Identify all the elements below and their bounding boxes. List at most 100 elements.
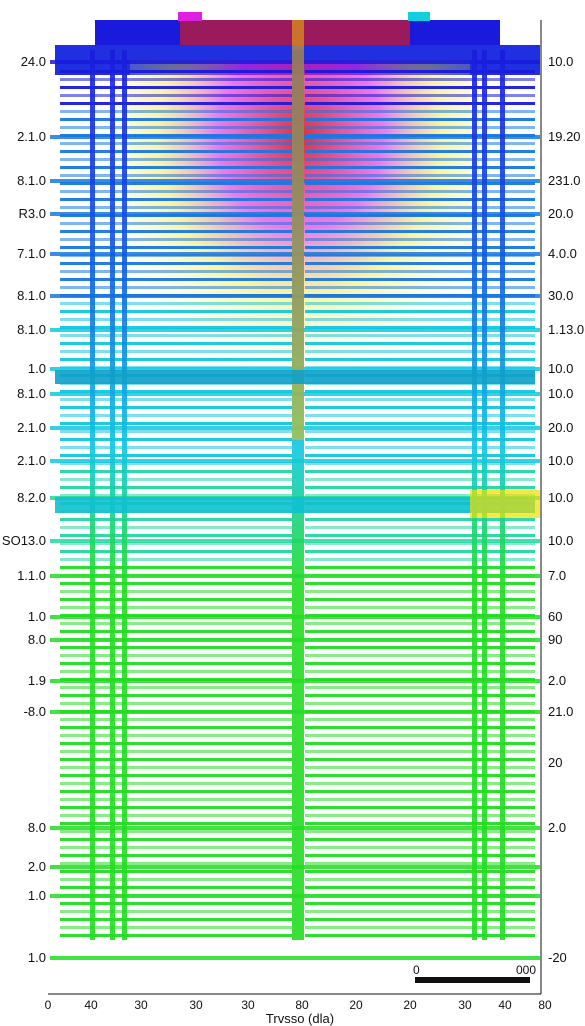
- left-label: 1.0: [27, 888, 46, 903]
- horizontal-member: [305, 262, 535, 265]
- horizontal-member: [305, 166, 535, 169]
- horizontal-member: [305, 886, 535, 889]
- row-stub: [50, 956, 540, 960]
- left-label: 1.0: [27, 609, 46, 624]
- right-label: 10.0: [548, 386, 574, 401]
- left-label: 8.2.0: [17, 490, 46, 505]
- horizontal-member: [305, 518, 535, 521]
- x-axis-title: Trvsso (dla): [265, 1011, 335, 1026]
- horizontal-member: [60, 478, 292, 481]
- left-label: 1.9: [27, 673, 46, 688]
- horizontal-member: [305, 462, 535, 465]
- horizontal-member: [60, 94, 292, 97]
- right-label: 10.0: [548, 533, 574, 548]
- horizontal-member: [60, 110, 292, 113]
- horizontal-member: [60, 606, 292, 609]
- horizontal-member: [305, 494, 535, 497]
- horizontal-member: [305, 454, 535, 457]
- right-label: 30.0: [548, 288, 574, 303]
- horizontal-member: [60, 318, 292, 321]
- horizontal-member: [60, 222, 292, 225]
- left-label: 2.1.0: [17, 129, 46, 144]
- horizontal-member: [60, 334, 292, 337]
- left-label: SO13.0: [1, 533, 46, 548]
- horizontal-member: [305, 662, 535, 665]
- horizontal-member: [305, 646, 535, 649]
- horizontal-member: [60, 182, 292, 185]
- horizontal-member: [305, 742, 535, 745]
- left-label: 2.1.0: [17, 420, 46, 435]
- horizontal-member: [60, 358, 292, 361]
- horizontal-member: [60, 158, 292, 161]
- horizontal-member: [305, 110, 535, 113]
- right-label: 20: [548, 755, 563, 770]
- horizontal-member: [305, 918, 535, 921]
- horizontal-member: [305, 670, 535, 673]
- horizontal-member: [305, 278, 535, 281]
- horizontal-member: [60, 886, 292, 889]
- horizontal-member: [305, 270, 535, 273]
- horizontal-member: [60, 462, 292, 465]
- horizontal-member: [305, 390, 535, 393]
- horizontal-member: [305, 198, 535, 201]
- right-label: 90: [548, 632, 563, 647]
- beam-mid-2: [55, 497, 535, 513]
- horizontal-member: [60, 390, 292, 393]
- horizontal-member: [60, 262, 292, 265]
- horizontal-member: [60, 406, 292, 409]
- horizontal-member: [305, 830, 535, 833]
- right-label: 10.0: [548, 361, 574, 376]
- horizontal-member: [305, 934, 535, 937]
- horizontal-member: [305, 870, 535, 873]
- horizontal-member: [60, 878, 292, 881]
- horizontal-member: [305, 718, 535, 721]
- horizontal-member: [60, 918, 292, 921]
- right-label: 60: [548, 609, 563, 624]
- horizontal-member: [305, 190, 535, 193]
- horizontal-member: [305, 70, 535, 73]
- horizontal-member: [60, 622, 292, 625]
- right-label: -20: [548, 950, 567, 965]
- horizontal-member: [305, 446, 535, 449]
- horizontal-member: [305, 350, 535, 353]
- horizontal-member: [60, 822, 292, 825]
- horizontal-member: [305, 846, 535, 849]
- horizontal-member: [305, 310, 535, 313]
- horizontal-member: [305, 622, 535, 625]
- horizontal-member: [60, 910, 292, 913]
- horizontal-member: [305, 422, 535, 425]
- left-label: 2.1.0: [17, 453, 46, 468]
- right-label: 21.0: [548, 704, 574, 719]
- x-tick-label: 0: [44, 998, 52, 1012]
- horizontal-member: [60, 342, 292, 345]
- x-tick-label: 40: [498, 998, 512, 1012]
- right-label: 10.0: [548, 453, 574, 468]
- horizontal-member: [60, 446, 292, 449]
- horizontal-member: [60, 150, 292, 153]
- left-label: 8.0: [27, 632, 46, 647]
- horizontal-member: [305, 158, 535, 161]
- horizontal-member: [305, 438, 535, 441]
- horizontal-member: [305, 798, 535, 801]
- horizontal-member: [60, 518, 292, 521]
- horizontal-member: [60, 718, 292, 721]
- horizontal-member: [305, 630, 535, 633]
- left-label: 8.1.0: [17, 173, 46, 188]
- horizontal-member: [60, 86, 292, 89]
- horizontal-member: [60, 126, 292, 129]
- horizontal-member: [305, 126, 535, 129]
- horizontal-member: [305, 206, 535, 209]
- top-beam-highlight-right: [408, 12, 430, 21]
- horizontal-member: [305, 910, 535, 913]
- horizontal-member: [305, 430, 535, 433]
- horizontal-member: [60, 862, 292, 865]
- horizontal-member: [305, 478, 535, 481]
- x-tick-label: 40: [84, 998, 98, 1012]
- horizontal-member: [60, 270, 292, 273]
- right-label: 10.0: [548, 490, 574, 505]
- left-label: 1.1.0: [17, 568, 46, 583]
- scale-bar: [415, 977, 530, 983]
- horizontal-member: [305, 566, 535, 569]
- horizontal-member: [60, 230, 292, 233]
